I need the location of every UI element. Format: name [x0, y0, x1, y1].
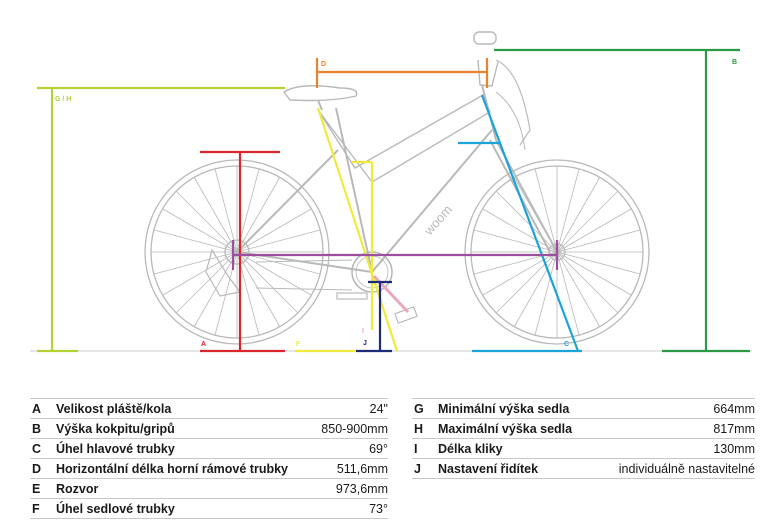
spec-name: Velikost pláště/kola: [56, 398, 314, 419]
dimension-a: [200, 150, 285, 353]
spec-name: Úhel hlavové trubky: [56, 438, 314, 459]
spec-row: E Rozvor 973,6mm: [30, 478, 388, 499]
spec-key: H: [412, 418, 438, 439]
spec-key: F: [30, 498, 56, 519]
label-f: F: [296, 341, 301, 348]
dimension-d: [315, 58, 489, 88]
label-c: C: [564, 341, 569, 348]
dimension-j: [356, 280, 392, 353]
dimension-e: [231, 240, 559, 270]
spec-key: B: [30, 418, 56, 439]
spec-row: G Minimální výška sedla 664mm: [412, 398, 755, 419]
spec-row: H Maximální výška sedla 817mm: [412, 418, 755, 439]
label-gh: G / H: [55, 96, 71, 103]
spec-key: I: [412, 438, 438, 459]
spec-value: 73°: [313, 498, 388, 519]
spec-name: Horizontální délka horní rámové trubky: [56, 458, 314, 479]
spec-value: 664mm: [595, 398, 755, 419]
spec-row: F Úhel sedlové trubky 73°: [30, 498, 388, 519]
spec-value: 24": [313, 398, 388, 419]
spec-value: 69°: [313, 438, 388, 459]
spec-value: 850-900mm: [313, 418, 388, 439]
spec-key: D: [30, 458, 56, 479]
spec-row: C Úhel hlavové trubky 69°: [30, 438, 388, 459]
spec-value: 973,6mm: [313, 478, 388, 499]
spec-value: individuálně nastavitelné: [595, 458, 755, 479]
spec-value: 130mm: [595, 438, 755, 459]
spec-table-right: G Minimální výška sedla 664mm H Maximální vý…: [412, 398, 755, 479]
spec-key: E: [30, 478, 56, 499]
dimension-c: [458, 94, 582, 353]
label-a: A: [201, 341, 206, 348]
label-j: J: [363, 340, 367, 347]
spec-row: J Nastavení řidítek individuálně nastavite…: [412, 458, 755, 479]
spec-name: Minimální výška sedla: [438, 398, 596, 419]
label-b: B: [732, 59, 737, 66]
bike-geometry-diagram: woom G / H A D F C B: [30, 31, 752, 353]
spec-value: 511,6mm: [313, 458, 388, 479]
bike-illustration: [144, 31, 650, 345]
spec-value: 817mm: [595, 418, 755, 439]
spec-table-left: A Velikost pláště/kola 24" B Výška kokpitu/g…: [30, 398, 388, 519]
dimension-b: [494, 48, 750, 353]
spec-name: Maximální výška sedla: [438, 418, 596, 439]
spec-name: Rozvor: [56, 478, 314, 499]
spec-row: A Velikost pláště/kola 24": [30, 398, 388, 419]
spec-name: Výška kokpitu/gripů: [56, 418, 314, 439]
spec-key: J: [412, 458, 438, 479]
spec-key: C: [30, 438, 56, 459]
label-d: D: [321, 61, 326, 68]
spec-row: I Délka kliky 130mm: [412, 438, 755, 459]
spec-key: G: [412, 398, 438, 419]
dimension-gh: [37, 86, 285, 353]
spec-row: B Výška kokpitu/gripů 850-900mm: [30, 418, 388, 439]
spec-key: A: [30, 398, 56, 419]
spec-name: Délka kliky: [438, 438, 596, 459]
dimension-f: [295, 107, 399, 353]
spec-row: D Horizontální délka horní rámové trubky 5…: [30, 458, 388, 479]
label-i: I: [362, 328, 364, 335]
spec-name: Úhel sedlové trubky: [56, 498, 314, 519]
spec-name: Nastavení řidítek: [438, 458, 596, 479]
